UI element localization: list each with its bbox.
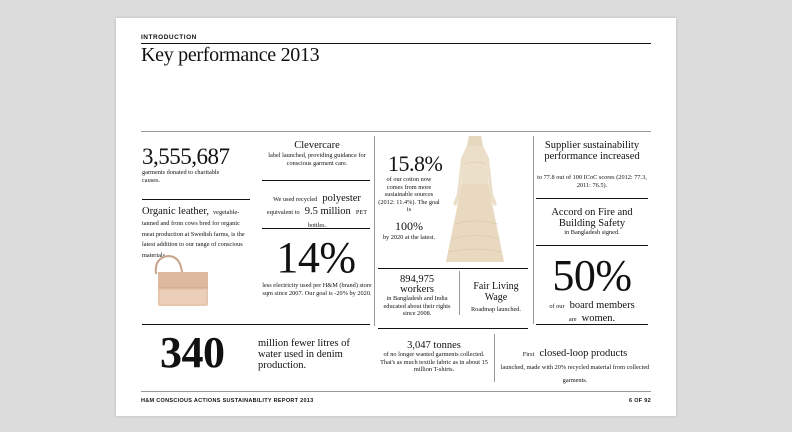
loop-pre: First [522,351,535,358]
grid-top-rule [141,131,651,132]
board-bold: board members [569,300,635,311]
rule-col2a [262,180,370,181]
page-title: Key performance 2013 [141,44,320,66]
polyester-pre: We used recycled [273,196,318,203]
report-page: INTRODUCTION Key performance 2013 3,555,… [116,18,676,416]
footer-rule [141,391,651,392]
tonnes-text: of no longer wanted garments collected. … [380,351,488,374]
electricity-pct: 14% [276,233,356,282]
rule-bottom-mid [378,328,528,329]
board-pct: 50% [552,251,632,300]
rule-col3 [378,268,528,269]
polyester-num: 9.5 million [304,206,351,217]
accord-title: Accord on Fire and Building Safety [551,207,633,229]
tonnes-title: 3,047 tonnes [407,340,461,351]
cotton-goal-text: by 2020 at the latest. [382,234,436,241]
leather-text2: tanned and from cows bred for organic me… [142,220,245,259]
rule-bottom-right [536,324,648,325]
board-mid: are [568,316,577,323]
garments-text: garments donated to charitable causes. [142,169,220,184]
divider-col3 [374,136,375,326]
accord-text: in Bangladesh signed. [564,229,620,236]
clevercare-text: label launched, providing guidance for c… [268,152,366,167]
polyester-post: PET bottles. [307,209,368,229]
supplier-text: to 77.8 out of 100 ICoC scores (2012: 77… [537,174,647,189]
footer-report-title: H&M CONSCIOUS ACTIONS SUSTAINABILITY REP… [141,398,314,404]
wage-title: Fair Living Wage [473,281,519,303]
rule-col2b [262,228,370,229]
header-rule [141,43,651,44]
board-pre: of our [549,303,565,310]
wage-text: Roadmap launched. [470,306,521,313]
board-block: of our board members are women. [536,298,648,324]
cotton-text: of our cotton now comes from more sustai… [378,176,440,214]
leather-title: Organic leather, [142,206,210,217]
loop-block: First closed-loop products launched, mad… [500,346,650,384]
handbag-image [154,254,208,306]
polyester-block: We used recycled polyester equivalent to… [260,191,374,230]
rule-col1 [142,199,250,200]
supplier-title: Supplier sustainability performance incr… [544,140,640,162]
loop-bold: closed-loop products [539,348,628,359]
divider-wage [459,271,460,315]
leather-text1: vegetable- [213,209,240,216]
garments-number: 3,555,687 [142,144,230,169]
cotton-pct: 15.8% [388,151,443,176]
water-text: million fewer litres of water used in de… [258,338,350,371]
rule-bottom-left [142,324,370,325]
polyester-mid: equivalent to [266,209,300,216]
polyester-bold: polyester [322,193,361,204]
water-number: 340 [160,328,225,377]
loop-text: launched, made with 20% recycled materia… [500,364,650,384]
workers-num: 894,975 [399,274,435,285]
board-women: women. [581,313,616,324]
clevercare-title: Clevercare [294,140,340,151]
section-label: INTRODUCTION [141,34,197,41]
workers-text: in Bangladesh and India educated about t… [383,295,451,318]
page-number: 6 OF 92 [629,398,651,404]
divider-col4 [533,136,534,324]
divider-loop [494,334,495,382]
dress-image [446,136,504,262]
cotton-goal: 100% [395,219,423,233]
workers-label: workers [400,284,434,295]
leather-block: Organic leather, vegetable- tanned and f… [142,206,252,259]
electricity-text: less electricity used per H&M (brand) st… [262,282,372,297]
rule-col4a [536,198,648,199]
rule-col4b [536,245,648,246]
